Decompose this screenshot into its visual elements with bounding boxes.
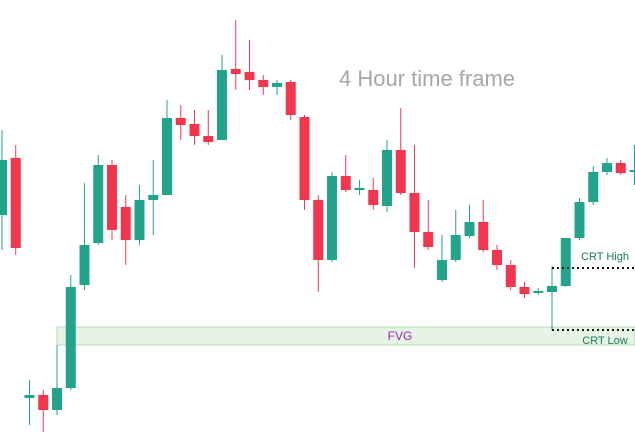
candle-body xyxy=(340,176,351,190)
candle-body xyxy=(65,287,76,388)
candle-body xyxy=(120,207,131,240)
candle-body xyxy=(79,245,90,285)
candle-body xyxy=(217,70,227,140)
candle-body xyxy=(478,222,489,250)
chart-title: 4 Hour time frame xyxy=(339,66,515,91)
candle-body xyxy=(258,80,269,87)
level-label: CRT High xyxy=(581,251,629,263)
candle-body xyxy=(24,395,35,398)
candle-body xyxy=(107,165,117,230)
candle-layer xyxy=(0,20,635,432)
candle-body xyxy=(382,150,392,206)
candle-body xyxy=(368,190,379,205)
level-layer: CRT High CRT Low xyxy=(552,251,635,347)
candle-body xyxy=(162,118,172,195)
candle-body xyxy=(450,235,461,260)
candle-body xyxy=(423,232,434,247)
candle-body xyxy=(588,172,599,202)
fvg-zone xyxy=(56,326,635,346)
candle-body xyxy=(629,170,635,172)
candle-body xyxy=(52,388,62,410)
candle-body xyxy=(602,163,612,172)
candle-body xyxy=(354,188,365,190)
candle-body xyxy=(574,202,585,238)
candle-body xyxy=(615,163,626,173)
candle-body xyxy=(299,117,310,200)
candle-body xyxy=(244,72,255,80)
zone-layer: FVG xyxy=(56,326,635,346)
level-label: CRT Low xyxy=(582,335,628,347)
candle-body xyxy=(93,165,104,243)
candle-body xyxy=(437,260,447,280)
candle-body xyxy=(0,160,7,215)
candle-body xyxy=(560,238,571,286)
candle-body xyxy=(519,287,530,294)
candle-body xyxy=(189,124,200,136)
candle-body xyxy=(272,83,282,87)
candle-body xyxy=(492,250,502,265)
candle-body xyxy=(175,118,186,125)
candle-body xyxy=(203,136,214,142)
candle-body xyxy=(533,291,544,293)
candle-body xyxy=(285,82,296,115)
candle-body xyxy=(409,193,420,232)
candle-body xyxy=(134,200,145,240)
candle-body xyxy=(547,286,557,292)
candle-body xyxy=(148,195,159,200)
candle-body xyxy=(313,200,324,260)
candle-body xyxy=(464,222,475,236)
fvg-label: FVG xyxy=(388,329,413,343)
candle-body xyxy=(10,158,21,248)
candle-body xyxy=(505,265,516,287)
candle-body xyxy=(230,69,241,74)
candle-body xyxy=(395,150,406,193)
candle-body xyxy=(38,395,49,410)
candle-body xyxy=(327,176,337,260)
